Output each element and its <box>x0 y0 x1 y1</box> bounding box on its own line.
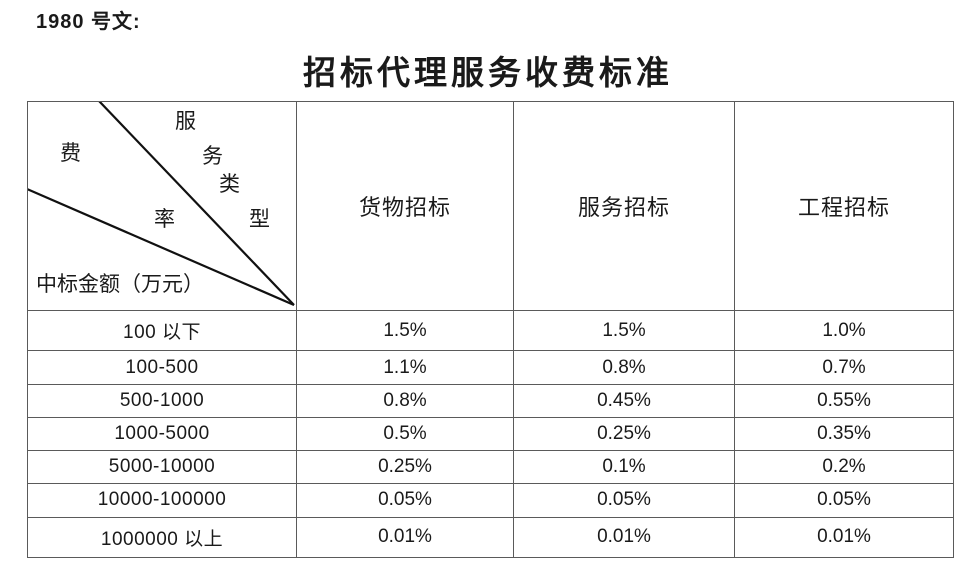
value-cell: 0.2% <box>734 450 954 485</box>
table-row: 1000-5000 0.5% 0.25% 0.35% <box>27 416 954 452</box>
table-row: 1000000 以上 0.01% 0.01% 0.01% <box>27 516 954 559</box>
value-cell: 1.0% <box>734 309 954 352</box>
table-row: 5000-10000 0.25% 0.1% 0.2% <box>27 450 954 485</box>
value-cell: 0.35% <box>734 416 954 452</box>
table-row: 500-1000 0.8% 0.45% 0.55% <box>27 383 954 418</box>
table-row: 100-500 1.1% 0.8% 0.7% <box>27 350 954 385</box>
row-label-cell: 5000-10000 <box>27 450 297 485</box>
corner-service-type-char: 型 <box>249 207 270 231</box>
corner-fee-rate-char: 率 <box>154 207 175 231</box>
row-label-cell: 10000-100000 <box>27 483 297 518</box>
table-row: 100 以下 1.5% 1.5% 1.0% <box>27 309 954 352</box>
row-label-cell: 1000-5000 <box>27 416 297 452</box>
column-header-goods: 货物招标 <box>296 101 514 311</box>
corner-fee-rate-char: 费 <box>60 141 81 165</box>
row-label-cell: 500-1000 <box>27 383 297 418</box>
value-cell: 0.8% <box>513 350 735 385</box>
row-label-cell: 100-500 <box>27 350 297 385</box>
value-cell: 0.45% <box>513 383 735 418</box>
column-header-engineering: 工程招标 <box>734 101 954 311</box>
page-title: 招标代理服务收费标准 <box>303 56 673 92</box>
value-cell: 0.01% <box>296 516 514 559</box>
doc-number-label: 1980 号文: <box>36 11 141 33</box>
value-cell: 0.55% <box>734 383 954 418</box>
corner-service-type-char: 服 <box>175 109 196 133</box>
value-cell: 0.05% <box>296 483 514 518</box>
corner-service-type-char: 务 <box>202 144 223 168</box>
value-cell: 0.25% <box>296 450 514 485</box>
value-cell: 0.05% <box>513 483 735 518</box>
diagonal-divider-lines <box>28 102 295 307</box>
table-header-row: 服 务 类 型 费 率 中标金额（万元） 货物招标 服务招标 工程招标 <box>27 101 954 311</box>
value-cell: 0.7% <box>734 350 954 385</box>
value-cell: 0.01% <box>734 516 954 559</box>
corner-cell: 服 务 类 型 费 率 中标金额（万元） <box>27 101 297 311</box>
value-cell: 1.5% <box>296 309 514 352</box>
value-cell: 0.05% <box>734 483 954 518</box>
table-row: 10000-100000 0.05% 0.05% 0.05% <box>27 483 954 518</box>
value-cell: 1.5% <box>513 309 735 352</box>
fee-standard-table: 服 务 类 型 费 率 中标金额（万元） 货物招标 服务招标 工程招标 100 … <box>27 101 954 559</box>
corner-service-type-char: 类 <box>219 172 240 196</box>
row-label-cell: 1000000 以上 <box>27 516 297 559</box>
value-cell: 0.01% <box>513 516 735 559</box>
column-header-service: 服务招标 <box>513 101 735 311</box>
row-label-cell: 100 以下 <box>27 309 297 352</box>
value-cell: 1.1% <box>296 350 514 385</box>
corner-bid-amount-label: 中标金额（万元） <box>36 272 204 296</box>
value-cell: 0.1% <box>513 450 735 485</box>
value-cell: 0.25% <box>513 416 735 452</box>
value-cell: 0.8% <box>296 383 514 418</box>
value-cell: 0.5% <box>296 416 514 452</box>
